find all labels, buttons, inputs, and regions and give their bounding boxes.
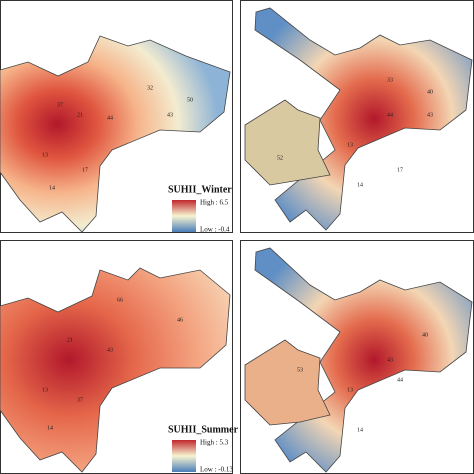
district-label: 17 bbox=[82, 167, 88, 173]
legend-low: Low : -0.13 bbox=[200, 466, 233, 474]
district-label: 44 bbox=[397, 377, 403, 383]
district-label: 53 bbox=[297, 367, 303, 373]
district-label: 40 bbox=[427, 89, 433, 95]
district-label: 50 bbox=[187, 97, 193, 103]
district-label: 44 bbox=[107, 115, 113, 121]
legend-high: High : 6.5 bbox=[200, 199, 229, 207]
district-label: 17 bbox=[397, 167, 403, 173]
legend-title: SUHII_Summer bbox=[168, 424, 239, 435]
district-label: 43 bbox=[107, 347, 113, 353]
legend-ramp bbox=[172, 200, 196, 232]
district-label: 21 bbox=[67, 337, 73, 343]
district-label: 13 bbox=[42, 152, 48, 158]
legend-low: Low : -0.4 bbox=[200, 226, 230, 234]
district-label: 46 bbox=[177, 317, 183, 323]
legend-ramp bbox=[172, 440, 196, 472]
district-label: 37 bbox=[57, 102, 63, 108]
district-label: 52 bbox=[277, 155, 283, 161]
map-summer-extended bbox=[244, 247, 473, 473]
district-label: 37 bbox=[77, 397, 83, 403]
map-winter bbox=[0, 35, 231, 233]
legend-high: High : 5.3 bbox=[200, 439, 229, 447]
district-label: 13 bbox=[347, 142, 353, 148]
district-label: 44 bbox=[387, 112, 393, 118]
district-label: 14 bbox=[49, 185, 55, 191]
district-label: 13 bbox=[42, 387, 48, 393]
district-label: 14 bbox=[47, 425, 53, 431]
district-label: 43 bbox=[387, 357, 393, 363]
district-label: 33 bbox=[387, 77, 393, 83]
district-label: 66 bbox=[117, 297, 123, 303]
legend-title: SUHII_Winter bbox=[168, 184, 232, 195]
district-label: 32 bbox=[147, 85, 153, 91]
district-label: 43 bbox=[427, 112, 433, 118]
district-label: 43 bbox=[167, 112, 173, 118]
district-label: 40 bbox=[422, 332, 428, 338]
map-winter-extended bbox=[244, 7, 473, 231]
map-summer bbox=[0, 267, 231, 473]
district-label: 14 bbox=[357, 427, 363, 433]
district-label: 14 bbox=[357, 182, 363, 188]
district-label: 13 bbox=[347, 387, 353, 393]
district-label: 21 bbox=[77, 112, 83, 118]
